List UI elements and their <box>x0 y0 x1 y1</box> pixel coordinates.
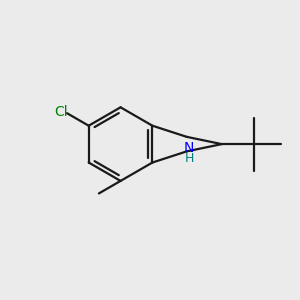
Text: Cl: Cl <box>54 105 68 119</box>
Text: N: N <box>184 142 194 155</box>
Text: H: H <box>184 152 194 165</box>
